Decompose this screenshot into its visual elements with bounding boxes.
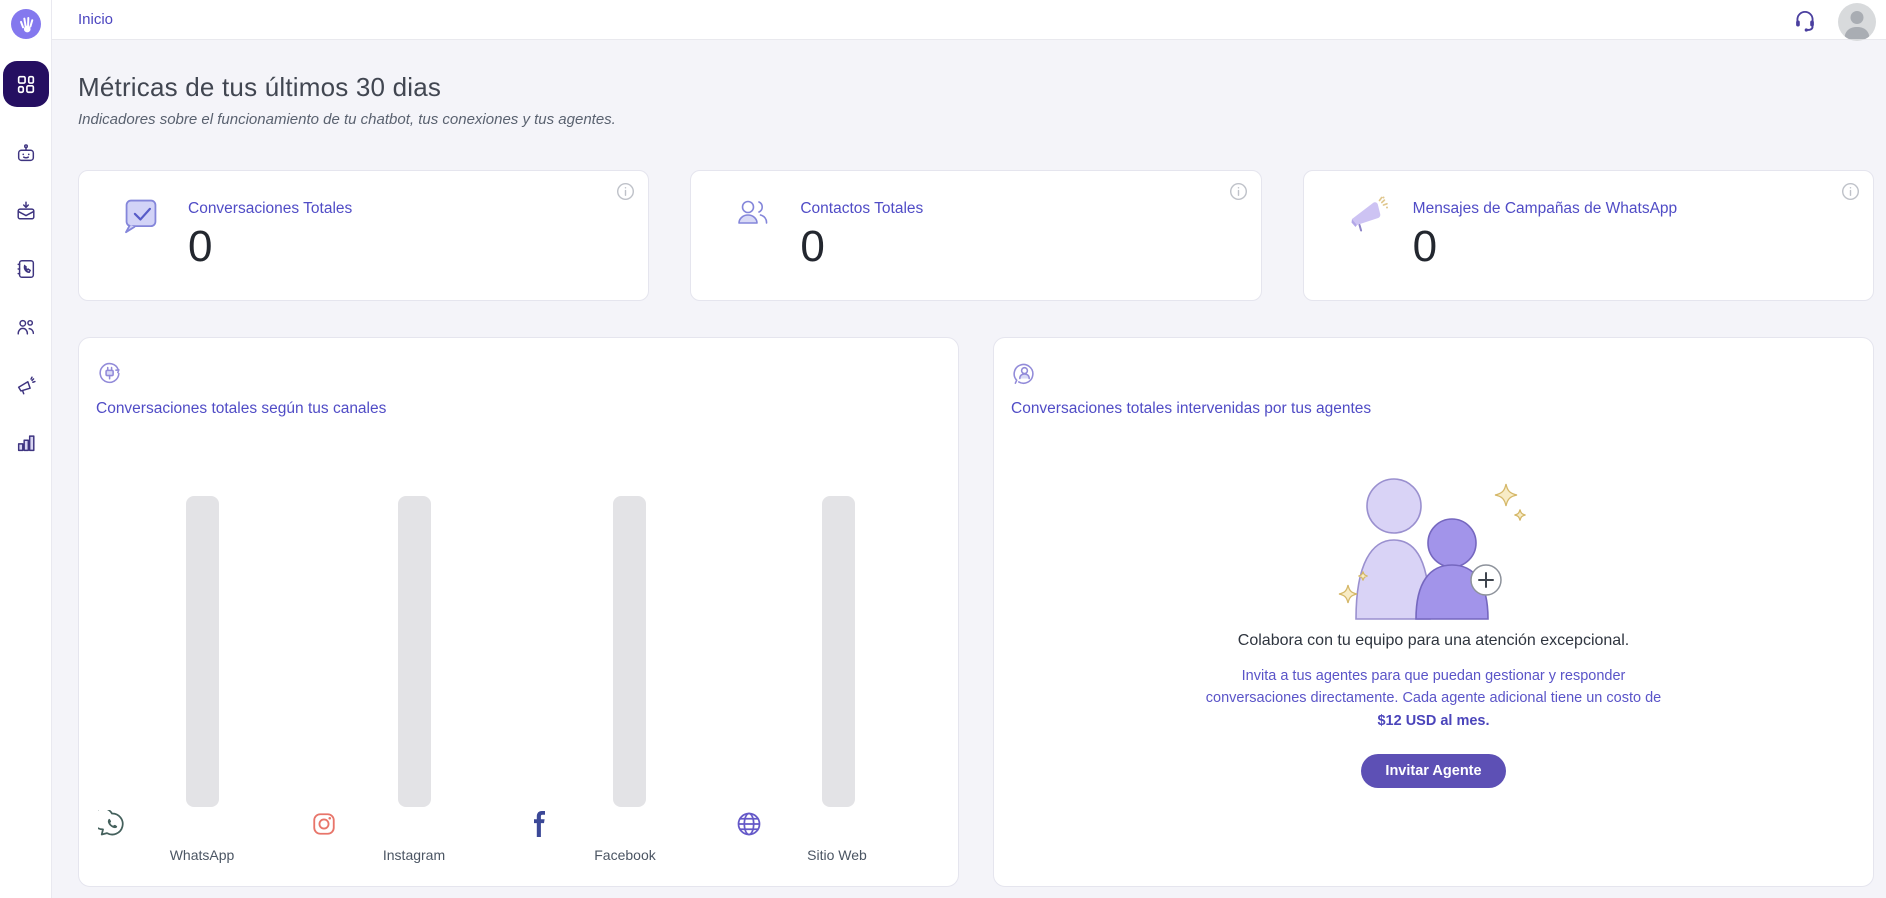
panels-row: Conversaciones totales según tus canales	[78, 337, 1874, 887]
sidebar-item-contacts[interactable]	[15, 257, 37, 281]
hand-logo-icon	[16, 14, 36, 34]
dashboard-icon	[15, 73, 37, 95]
metric-label: Mensajes de Campañas de WhatsApp	[1412, 200, 1678, 217]
page-subtitle: Indicadores sobre el funcionamiento de t…	[78, 111, 616, 128]
channel-label: Facebook	[594, 847, 656, 863]
globe-icon	[735, 810, 763, 838]
chart-title: Conversaciones totales según tus canales	[96, 400, 387, 417]
user-avatar[interactable]	[1838, 2, 1876, 41]
campaigns-icon	[15, 374, 37, 396]
sidebar-item-campaigns[interactable]	[15, 373, 37, 397]
inbox-icon	[15, 200, 37, 222]
plug-circle-icon	[96, 360, 958, 392]
chart-bar	[822, 496, 855, 807]
metric-value: 0	[1412, 222, 1438, 271]
chatbot-icon	[15, 142, 37, 164]
metric-value: 0	[188, 222, 213, 271]
metric-card-conversations: Conversaciones Totales 0	[78, 170, 650, 301]
analytics-icon	[15, 432, 37, 454]
chat-check-icon	[121, 195, 161, 235]
channel-label: Sitio Web	[807, 847, 867, 863]
whatsapp-icon	[98, 810, 126, 838]
agents-title: Conversaciones totales intervenidas por …	[1011, 400, 1372, 417]
sidebar-item-dashboard[interactable]	[2, 61, 49, 107]
sidebar-item-inbox[interactable]	[15, 199, 37, 223]
sidebar	[0, 0, 52, 898]
app-logo[interactable]	[10, 9, 41, 39]
support-headset-icon[interactable]	[1792, 7, 1818, 33]
team-illustration	[1338, 478, 1526, 620]
sidebar-item-chatbot[interactable]	[15, 141, 37, 165]
facebook-icon	[525, 810, 553, 838]
channels-chart-card: Conversaciones totales según tus canales	[78, 337, 959, 887]
contacts-icon	[733, 195, 773, 235]
chart-bar	[398, 496, 431, 807]
invite-agent-button[interactable]: Invitar Agente	[1361, 754, 1506, 789]
main-content: Métricas de tus últimos 30 dias Indicado…	[52, 40, 1886, 898]
breadcrumb[interactable]: Inicio	[78, 11, 114, 28]
channel-label: WhatsApp	[169, 847, 235, 863]
chart-bar	[613, 496, 646, 807]
channel-label: Instagram	[382, 847, 446, 863]
topbar: Inicio	[52, 0, 1886, 41]
page-title: Métricas de tus últimos 30 dias	[78, 72, 442, 102]
sidebar-item-analytics[interactable]	[15, 431, 37, 455]
info-icon[interactable]	[616, 182, 635, 201]
metric-label: Conversaciones Totales	[188, 200, 353, 217]
sidebar-item-team[interactable]	[15, 315, 37, 339]
agents-headline: Colabora con tu equipo para una atención…	[1237, 632, 1630, 649]
metric-label: Contactos Totales	[800, 200, 924, 217]
metrics-row: Conversaciones Totales 0	[78, 170, 1874, 301]
metric-card-contacts: Contactos Totales 0	[690, 170, 1262, 301]
agent-bubble-icon	[1011, 360, 1873, 392]
metric-card-campaign-messages: Mensajes de Campañas de WhatsApp 0	[1302, 170, 1874, 301]
agents-invite-text: Invita a tus agentes para que puedan ges…	[1205, 668, 1662, 729]
chart-bar	[186, 496, 219, 807]
metric-value: 0	[800, 222, 825, 271]
agents-card: Conversaciones totales intervenidas por …	[993, 337, 1874, 887]
megaphone-icon	[1346, 195, 1388, 235]
instagram-icon	[310, 810, 338, 838]
info-icon[interactable]	[1841, 182, 1860, 201]
contact-book-icon	[15, 258, 37, 280]
info-icon[interactable]	[1229, 182, 1248, 201]
team-icon	[15, 316, 37, 338]
